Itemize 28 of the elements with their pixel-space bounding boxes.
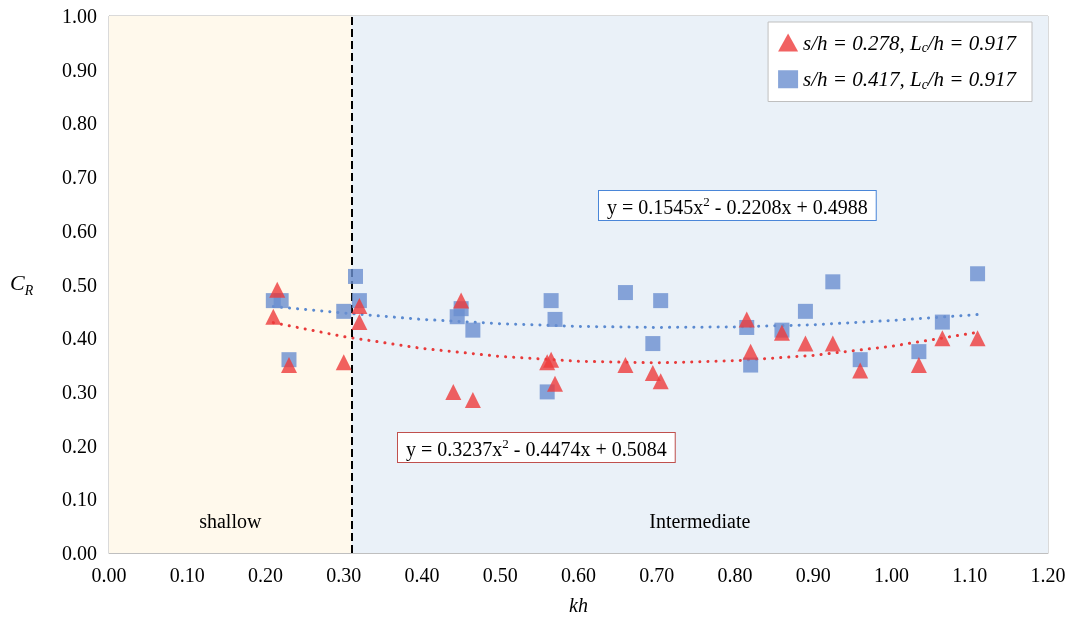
y-tick-label: 0.40 xyxy=(62,327,97,350)
band-label: shallow xyxy=(199,510,262,532)
y-tick-label: 0.90 xyxy=(62,58,97,81)
x-tick-label: 0.20 xyxy=(248,564,283,586)
y-tick-label: 0.70 xyxy=(62,166,97,189)
y-tick-label: 1.00 xyxy=(62,5,97,27)
x-tick-label: 0.30 xyxy=(326,564,362,586)
x-tick-label: 1.20 xyxy=(1030,564,1066,586)
x-axis-title: kh xyxy=(569,594,588,616)
x-tick-label: 0.90 xyxy=(795,564,831,586)
y-tick-label: 0.20 xyxy=(62,434,97,457)
x-tick-label: 0.40 xyxy=(404,564,440,586)
y-axis-title: C$_{R}$ xyxy=(10,270,34,300)
x-tick-label: 1.00 xyxy=(874,564,909,586)
y-tick-label: 0.80 xyxy=(62,112,97,135)
y-tick-label: 0.10 xyxy=(62,488,97,511)
y-tick-label: 0.00 xyxy=(62,542,97,564)
y-tick-label: 0.60 xyxy=(62,219,97,242)
band-label: Intermediate xyxy=(649,510,751,532)
x-tick-label: 0.00 xyxy=(91,564,127,586)
x-tick-label: 0.10 xyxy=(169,564,205,586)
y-tick-label: 0.30 xyxy=(62,380,97,403)
x-tick-label: 0.70 xyxy=(639,564,675,586)
x-tick-label: 0.80 xyxy=(717,564,753,586)
x-tick-label: 0.60 xyxy=(561,564,596,586)
x-tick-label: 1.10 xyxy=(952,564,988,586)
y-tick-label: 0.50 xyxy=(62,273,97,296)
x-tick-label: 0.50 xyxy=(482,564,518,586)
